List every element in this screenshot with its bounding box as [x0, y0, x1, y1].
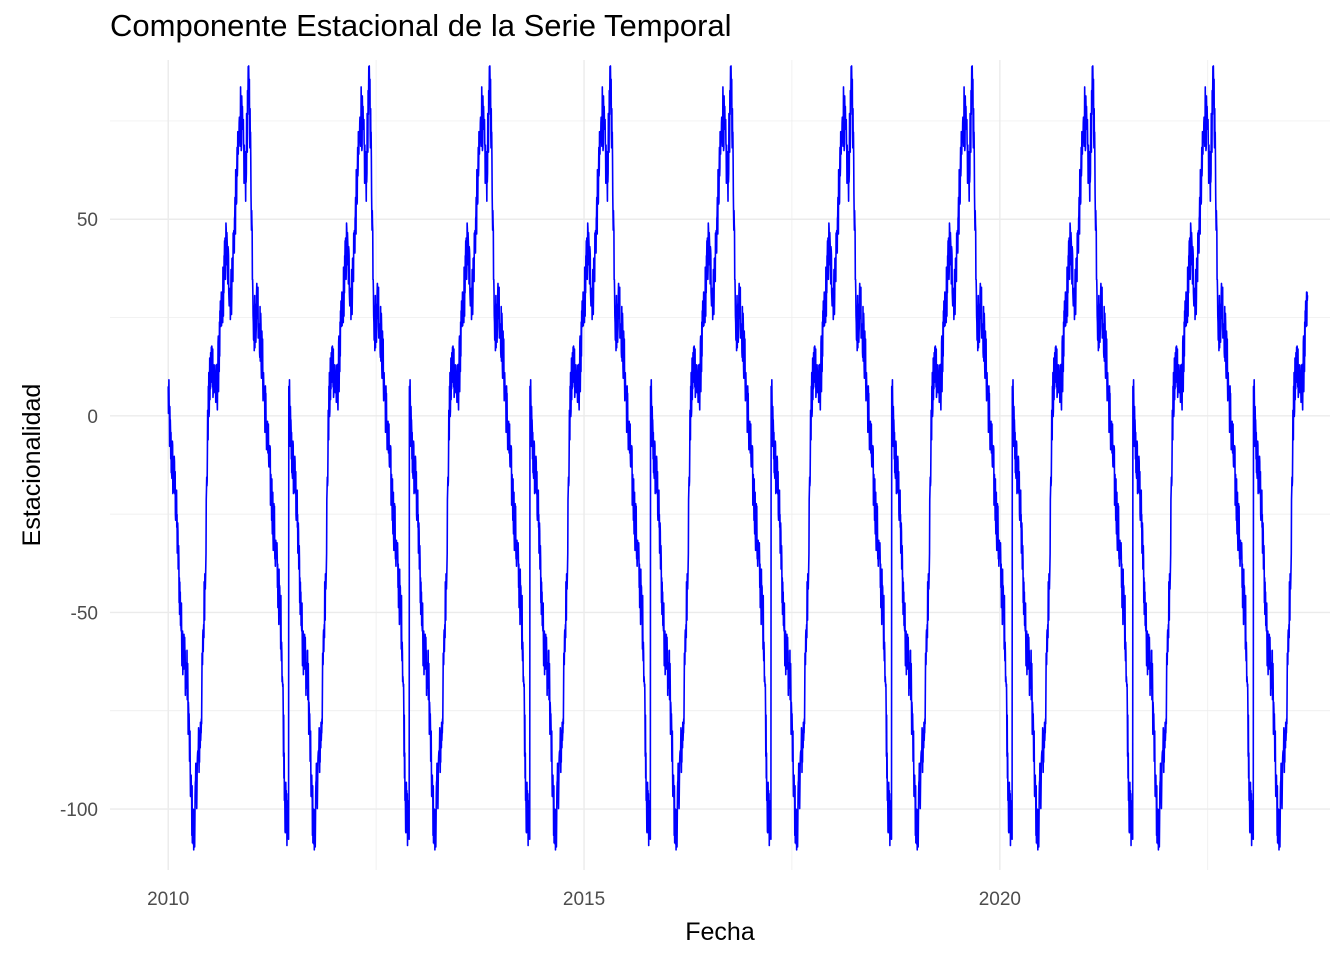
- y-axis-title: Estacionalidad: [18, 384, 46, 547]
- ticks-layer: 2010 2015 2020 -100 -50 0 50: [60, 210, 1021, 910]
- y-tick-label: -50: [71, 603, 98, 624]
- y-tick-label: 50: [77, 210, 98, 231]
- x-axis-title: Fecha: [685, 918, 755, 946]
- series-layer: [167, 65, 1309, 851]
- grid-layer: [110, 60, 1330, 870]
- x-tick-label: 2015: [563, 889, 605, 910]
- chart-title: Componente Estacional de la Serie Tempor…: [110, 8, 732, 43]
- x-tick-label: 2020: [979, 889, 1021, 910]
- series-line: [167, 65, 1309, 851]
- y-tick-label: 0: [87, 407, 98, 428]
- x-tick-label: 2010: [147, 889, 189, 910]
- y-tick-label: -100: [60, 800, 98, 821]
